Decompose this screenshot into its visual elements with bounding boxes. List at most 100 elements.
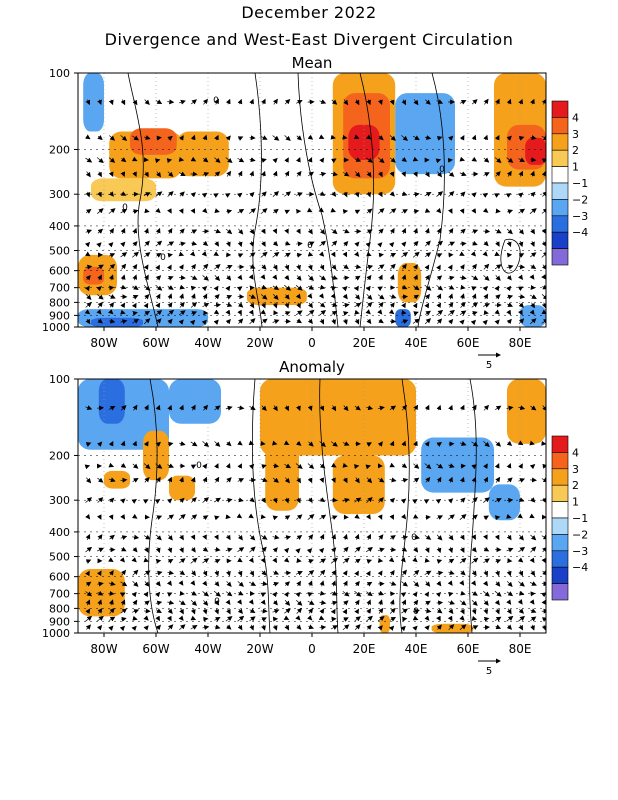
- y-tick-label: 700: [49, 282, 70, 295]
- vector-arrow: [272, 515, 279, 521]
- vector-arrow: [366, 171, 372, 178]
- vector-arrow: [389, 581, 397, 586]
- vector-arrow: [202, 534, 207, 540]
- vector-arrow: [413, 547, 419, 553]
- vector-arrow: [413, 274, 418, 281]
- vector-arrow: [272, 170, 278, 177]
- vector-arrow: [272, 274, 278, 280]
- vector-arrow: [354, 599, 360, 606]
- vector-arrow: [343, 311, 349, 316]
- vector-arrow: [343, 264, 349, 270]
- vector-arrow: [494, 599, 500, 606]
- vector-arrow: [85, 293, 92, 300]
- vector-arrow: [412, 251, 420, 258]
- shaded-region: [525, 137, 546, 165]
- vector-arrow: [120, 514, 126, 520]
- vector-arrow: [143, 615, 149, 621]
- vector-arrow: [213, 193, 219, 198]
- vector-arrow: [424, 264, 430, 271]
- vector-arrow: [389, 405, 397, 411]
- vector-arrow: [436, 309, 444, 316]
- vector-arrow: [85, 208, 92, 214]
- x-tick-label: 60W: [142, 336, 169, 350]
- vector-arrow: [354, 99, 360, 106]
- vector-arrow: [436, 227, 442, 234]
- vector-arrow: [530, 616, 537, 622]
- vector-arrow: [85, 251, 91, 257]
- shaded-regions: [78, 379, 546, 633]
- vector-arrow: [85, 591, 93, 597]
- vector-arrow: [201, 192, 208, 198]
- vector-arrow: [284, 463, 292, 469]
- vector-arrow: [436, 570, 444, 576]
- vector-arrow: [506, 547, 514, 553]
- vector-arrow: [178, 251, 185, 257]
- vector-arrow: [436, 442, 443, 447]
- shaded-region: [169, 379, 221, 424]
- vector-arrow: [424, 463, 432, 470]
- vector-arrow: [436, 608, 443, 614]
- vector-arrow: [214, 559, 221, 564]
- reference-vector-label: 5: [486, 360, 492, 371]
- shaded-region: [379, 615, 390, 633]
- vector-arrow: [109, 497, 115, 503]
- vector-arrow: [506, 157, 514, 163]
- vector-arrow: [190, 302, 198, 308]
- vector-arrow: [249, 264, 256, 269]
- vector-arrow: [108, 274, 114, 281]
- vector-arrow: [541, 318, 546, 324]
- vector-arrow: [459, 557, 467, 564]
- vector-arrow: [190, 192, 196, 198]
- vector-arrow: [377, 99, 383, 106]
- vector-arrow: [179, 476, 184, 483]
- vector-arrow: [119, 557, 125, 563]
- vector-arrow: [412, 513, 419, 519]
- vector-arrow: [389, 208, 397, 214]
- vector-arrow: [320, 228, 326, 235]
- vector-arrow: [413, 404, 419, 411]
- vector-arrow: [178, 615, 184, 621]
- vector-arrow: [378, 228, 384, 234]
- vector-arrow: [354, 497, 362, 503]
- vector-arrow: [448, 547, 454, 554]
- vector-arrow: [483, 303, 491, 308]
- vector-arrow: [506, 294, 514, 300]
- vector-arrow: [343, 275, 350, 281]
- vector-arrow: [318, 134, 325, 139]
- vector-arrow: [237, 615, 245, 622]
- vector-arrow: [248, 557, 254, 564]
- vector-arrow: [226, 275, 232, 281]
- vector-arrow: [412, 608, 420, 614]
- vector-arrow: [190, 285, 197, 291]
- vector-arrow: [249, 98, 254, 105]
- vector-arrow: [448, 608, 454, 615]
- vector-arrow: [85, 171, 91, 178]
- vector-arrow: [261, 170, 266, 177]
- vector-arrow: [191, 497, 197, 503]
- vector-arrow: [272, 285, 280, 291]
- vector-arrow: [506, 135, 512, 141]
- vector-arrow: [331, 158, 337, 164]
- vector-arrow: [119, 625, 126, 632]
- vector-arrow: [178, 99, 186, 105]
- vector-arrow: [518, 478, 526, 483]
- vector-arrow: [319, 275, 327, 281]
- vector-arrow: [97, 99, 102, 106]
- vector-arrow: [167, 241, 175, 247]
- vector-arrow: [295, 228, 301, 235]
- vector-arrow: [131, 302, 137, 309]
- vector-arrow: [342, 477, 348, 484]
- vector-arrow: [459, 600, 467, 606]
- vector-arrow: [156, 318, 162, 324]
- vector-arrow: [167, 534, 173, 541]
- contour-label: 0: [213, 96, 219, 106]
- vector-arrow: [213, 319, 219, 325]
- vector-arrow: [190, 263, 196, 270]
- vector-arrow: [354, 624, 361, 631]
- vector-arrow: [307, 134, 314, 140]
- vector-arrow: [120, 498, 126, 504]
- vector-arrow: [272, 264, 278, 271]
- vector-arrow: [167, 191, 174, 197]
- vector-arrow: [366, 599, 372, 606]
- vector-arrow: [249, 570, 255, 577]
